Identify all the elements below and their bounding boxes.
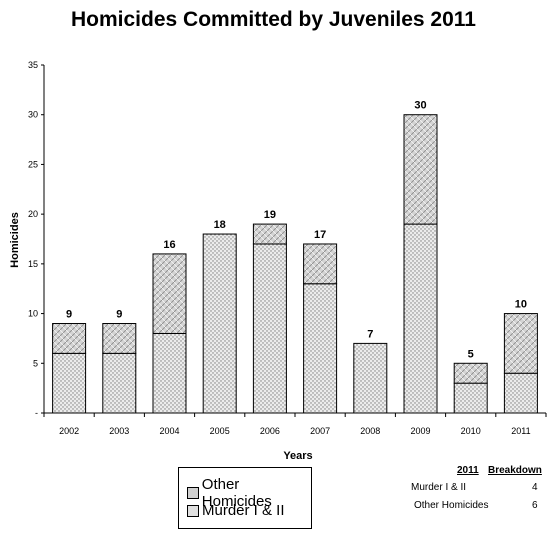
y-tick-label: 20 <box>28 209 38 219</box>
bar-other <box>152 253 187 334</box>
chart-title: Homicides Committed by Juveniles 2011 <box>71 8 476 31</box>
bar-other <box>453 362 488 384</box>
bar-murder <box>152 332 187 414</box>
y-tick-label: 15 <box>28 259 38 269</box>
x-tick-label: 2010 <box>461 426 481 436</box>
bar-total-label: 18 <box>214 219 226 231</box>
bar-murder <box>252 243 287 414</box>
x-tick-label: 2008 <box>360 426 380 436</box>
x-tick-label: 2004 <box>159 426 179 436</box>
legend-item-murder: Murder I & II <box>187 502 285 519</box>
x-tick-label: 2002 <box>59 426 79 436</box>
legend-swatch-murder <box>187 504 199 517</box>
legend-label-other: Other Homicides <box>201 476 272 510</box>
x-tick-label: 2006 <box>260 426 280 436</box>
y-tick-label: 10 <box>28 309 38 319</box>
x-tick-label: 2007 <box>310 426 330 436</box>
y-tick-label: 35 <box>28 60 38 70</box>
breakdown-row-value: 4 <box>532 482 538 493</box>
bar-murder <box>102 352 137 414</box>
legend: Other Homicides Murder I & II <box>178 467 312 529</box>
y-tick-label: 5 <box>33 358 38 368</box>
bar-murder <box>353 342 388 414</box>
bar-other <box>503 313 538 374</box>
bar-murder <box>303 283 338 414</box>
y-tick-label: - <box>35 408 38 418</box>
legend-label-murder: Murder I & II <box>202 502 285 519</box>
bar-murder <box>52 352 87 414</box>
bar-other <box>303 243 338 285</box>
breakdown-heading: Breakdown <box>488 465 542 476</box>
bar-total-label: 9 <box>116 309 122 321</box>
bar-murder <box>503 372 538 414</box>
bar-total-label: 16 <box>163 239 175 251</box>
bar-other <box>52 323 87 354</box>
bar-other <box>102 323 137 354</box>
bar-murder <box>453 382 488 414</box>
bar-murder <box>202 233 237 414</box>
bar-total-label: 19 <box>264 209 276 221</box>
x-tick-label: 2009 <box>410 426 430 436</box>
y-tick-label: 25 <box>28 159 38 169</box>
breakdown-year: 2011 <box>457 465 479 476</box>
legend-item-other: Other Homicides <box>187 476 311 510</box>
legend-swatch-other <box>187 487 199 499</box>
x-tick-label: 2005 <box>210 426 230 436</box>
bar-other <box>252 223 287 245</box>
bar-murder <box>403 223 438 414</box>
breakdown-row-value: 6 <box>532 500 538 511</box>
bar-total-label: 9 <box>66 309 72 321</box>
bar-total-label: 7 <box>367 328 373 340</box>
bar-total-label: 17 <box>314 229 326 241</box>
x-axis-label: Years <box>283 450 312 462</box>
x-tick-label: 2011 <box>511 426 530 436</box>
bar-total-label: 10 <box>515 299 527 311</box>
x-tick-label: 2003 <box>109 426 129 436</box>
bar-total-label: 30 <box>414 100 426 112</box>
breakdown-row-label: Other Homicides <box>414 500 489 511</box>
y-axis-label: Homicides <box>9 212 21 268</box>
bar-total-label: 5 <box>468 348 474 360</box>
breakdown-row-label: Murder I & II <box>411 482 467 493</box>
bar-other <box>403 114 438 225</box>
y-tick-label: 30 <box>28 110 38 120</box>
